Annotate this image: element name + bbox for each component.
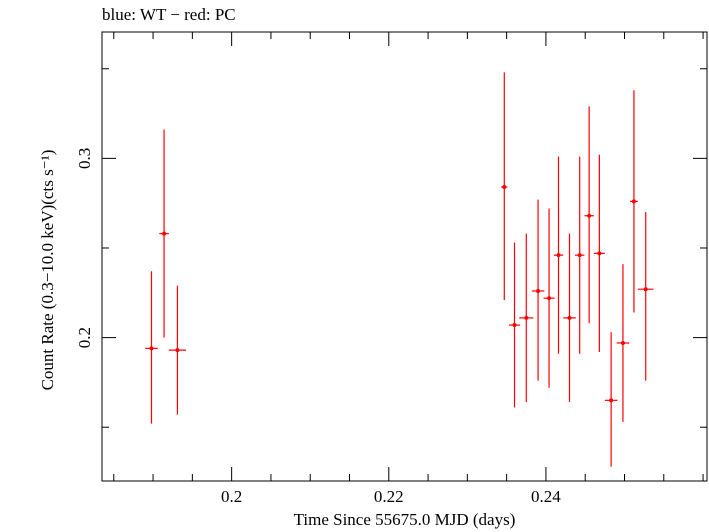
y-tick-label: 0.2 <box>75 327 94 348</box>
point-marker <box>502 185 507 190</box>
data-point <box>575 156 585 354</box>
point-marker <box>149 346 154 351</box>
point-marker <box>577 253 582 258</box>
axis-ticks <box>102 32 707 481</box>
point-marker <box>609 398 614 403</box>
data-point <box>543 208 555 388</box>
data-point <box>604 332 618 467</box>
data-point <box>616 264 630 422</box>
x-tick-label: 0.22 <box>374 487 404 506</box>
data-point <box>630 90 638 313</box>
plot-frame <box>101 31 708 482</box>
y-tick-label: 0.3 <box>75 148 94 169</box>
point-marker <box>512 323 517 328</box>
data-point <box>553 156 564 354</box>
data-point <box>159 129 169 338</box>
data-point <box>531 199 545 381</box>
data-point <box>563 233 576 403</box>
data-points <box>145 72 654 467</box>
point-marker <box>556 253 561 258</box>
point-marker <box>175 348 180 353</box>
point-marker <box>643 287 648 292</box>
chart-title: blue: WT − red: PC <box>102 5 236 24</box>
data-point <box>519 233 534 403</box>
point-marker <box>547 296 552 301</box>
point-marker <box>597 251 602 256</box>
x-tick-label: 0.24 <box>531 487 561 506</box>
data-point <box>584 106 594 324</box>
data-point <box>509 242 520 408</box>
x-axis-label: Time Since 55675.0 MJD (days) <box>293 510 516 529</box>
data-point <box>168 285 187 415</box>
point-marker <box>631 199 636 204</box>
data-point <box>145 271 158 424</box>
point-marker <box>162 231 167 236</box>
point-marker <box>524 315 529 320</box>
point-marker <box>536 289 541 294</box>
tick-labels: 0.2 0.22 0.24 0.2 0.3 <box>75 148 561 506</box>
point-marker <box>567 315 572 320</box>
data-point <box>637 212 654 381</box>
point-marker <box>620 340 625 345</box>
point-marker <box>587 213 592 218</box>
data-point <box>501 72 508 300</box>
y-axis-label: Count Rate (0.3−10.0 keV)(cts s⁻¹) <box>38 149 57 391</box>
x-tick-label: 0.2 <box>221 487 242 506</box>
data-point <box>593 154 605 352</box>
